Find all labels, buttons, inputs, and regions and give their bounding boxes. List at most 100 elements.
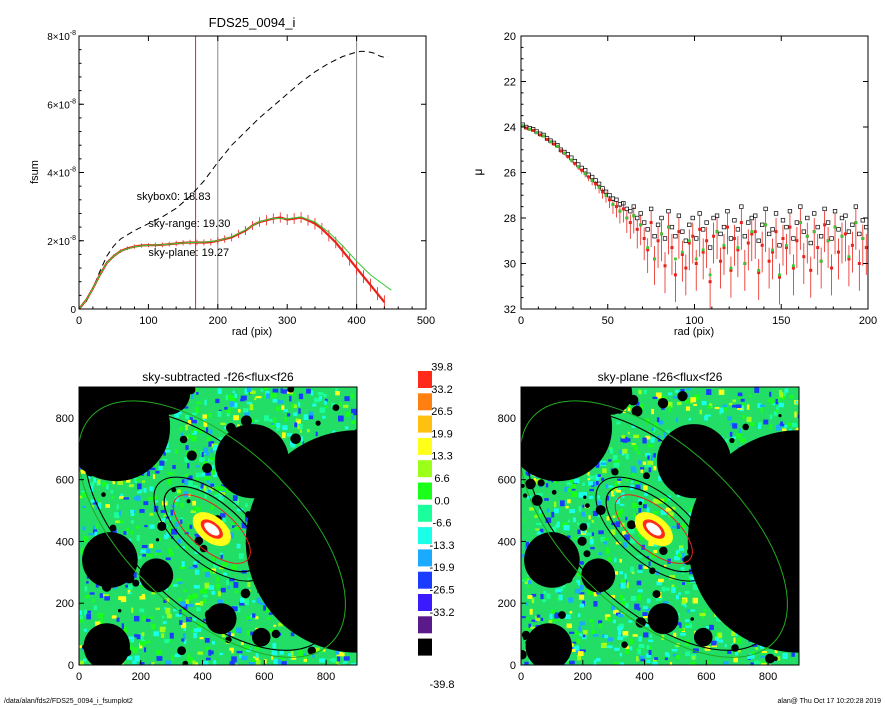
img-noise bbox=[582, 504, 586, 508]
img-noise bbox=[236, 508, 243, 512]
img-noise bbox=[169, 552, 174, 556]
img-noise bbox=[350, 663, 357, 665]
img-noise bbox=[628, 528, 635, 534]
img-noise bbox=[758, 422, 762, 426]
fsum-title: FDS25_0094_i bbox=[209, 15, 296, 30]
colorbar-swatch bbox=[418, 393, 432, 411]
img-noise bbox=[600, 462, 607, 465]
img-noise bbox=[524, 577, 528, 582]
img-noise bbox=[234, 393, 237, 398]
img-noise bbox=[598, 620, 603, 624]
img-noise bbox=[171, 528, 178, 535]
img-ellipse-outer bbox=[84, 410, 336, 651]
img-noise bbox=[336, 652, 343, 657]
img-star-mask bbox=[657, 398, 669, 409]
colorbar-label: 6.6 bbox=[434, 473, 449, 485]
img-noise bbox=[759, 644, 764, 649]
img-noise bbox=[215, 486, 219, 490]
img-noise bbox=[551, 526, 557, 532]
mu-point-black bbox=[600, 186, 605, 191]
img-noise bbox=[653, 549, 658, 554]
img-noise bbox=[646, 644, 650, 650]
img-noise bbox=[628, 620, 633, 623]
img-noise bbox=[560, 500, 565, 507]
img-noise bbox=[187, 463, 190, 469]
img-noise bbox=[203, 447, 209, 453]
mu-point-black bbox=[721, 224, 727, 230]
img-noise bbox=[184, 456, 189, 463]
img-noise bbox=[225, 394, 228, 401]
img-noise bbox=[542, 599, 546, 603]
img-noise bbox=[234, 590, 239, 594]
img-noise bbox=[795, 400, 799, 404]
img-star-mask bbox=[626, 520, 636, 530]
colorbar-label: 39.8 bbox=[431, 362, 452, 374]
img-noise bbox=[276, 406, 281, 411]
img-noise bbox=[220, 422, 226, 425]
mu-point-red bbox=[684, 266, 688, 270]
img-noise bbox=[237, 424, 240, 427]
img-noise bbox=[658, 475, 662, 482]
mu-point-red bbox=[725, 225, 729, 229]
mu-point-green bbox=[639, 223, 643, 227]
img-noise bbox=[247, 582, 251, 588]
img-noise bbox=[324, 398, 328, 402]
img-noise bbox=[93, 605, 98, 611]
img-noise bbox=[637, 594, 642, 601]
img-noise bbox=[576, 645, 579, 651]
img-noise bbox=[778, 402, 784, 408]
img-noise bbox=[592, 634, 599, 637]
img-noise bbox=[643, 485, 648, 491]
img-noise bbox=[131, 572, 137, 578]
img-noise bbox=[141, 594, 146, 598]
img-noise bbox=[315, 431, 318, 437]
img-noise bbox=[270, 392, 277, 398]
img-noise bbox=[294, 422, 298, 428]
img-noise bbox=[151, 591, 155, 595]
img-noise bbox=[634, 444, 639, 451]
img-noise bbox=[579, 592, 585, 595]
img-noise bbox=[123, 497, 129, 500]
img-star-mask bbox=[522, 493, 528, 498]
img-noise bbox=[527, 580, 531, 585]
img-noise bbox=[91, 504, 94, 508]
mu-point-black bbox=[760, 222, 765, 227]
img-noise bbox=[676, 401, 682, 406]
img-noise bbox=[240, 642, 244, 645]
img-noise bbox=[727, 650, 732, 654]
img-noise bbox=[119, 520, 124, 523]
mu-point-black bbox=[635, 215, 640, 221]
img-noise bbox=[757, 403, 762, 408]
img-noise bbox=[179, 620, 183, 625]
img-noise bbox=[672, 506, 676, 510]
mu-point-black bbox=[704, 220, 709, 225]
img-noise bbox=[622, 486, 626, 489]
img-noise bbox=[733, 637, 736, 643]
img-noise bbox=[647, 460, 654, 466]
img-noise bbox=[219, 652, 224, 656]
img-noise bbox=[195, 388, 199, 391]
img-noise bbox=[329, 658, 333, 662]
img-large-mask bbox=[588, 387, 633, 415]
img-noise bbox=[263, 387, 269, 390]
img-noise bbox=[256, 659, 261, 665]
img-noise bbox=[602, 468, 607, 474]
img-noise bbox=[84, 586, 88, 592]
img-noise bbox=[177, 538, 181, 544]
img-noise bbox=[576, 638, 581, 644]
img-noise bbox=[694, 630, 697, 634]
img-noise bbox=[104, 596, 110, 601]
img-noise bbox=[154, 495, 158, 500]
img-noise bbox=[201, 452, 204, 458]
img-noise bbox=[246, 630, 251, 636]
img-noise bbox=[290, 651, 294, 656]
img-noise bbox=[725, 438, 729, 443]
fsum-xticks: 0 100 200 300 400 500 bbox=[76, 36, 435, 327]
img-noise bbox=[210, 505, 215, 510]
img-noise bbox=[196, 392, 199, 395]
mu-point-black bbox=[701, 227, 706, 232]
img-noise bbox=[782, 653, 788, 659]
colorbar-label: -26.5 bbox=[429, 585, 454, 597]
img-noise bbox=[99, 593, 103, 598]
img-noise bbox=[174, 653, 181, 657]
